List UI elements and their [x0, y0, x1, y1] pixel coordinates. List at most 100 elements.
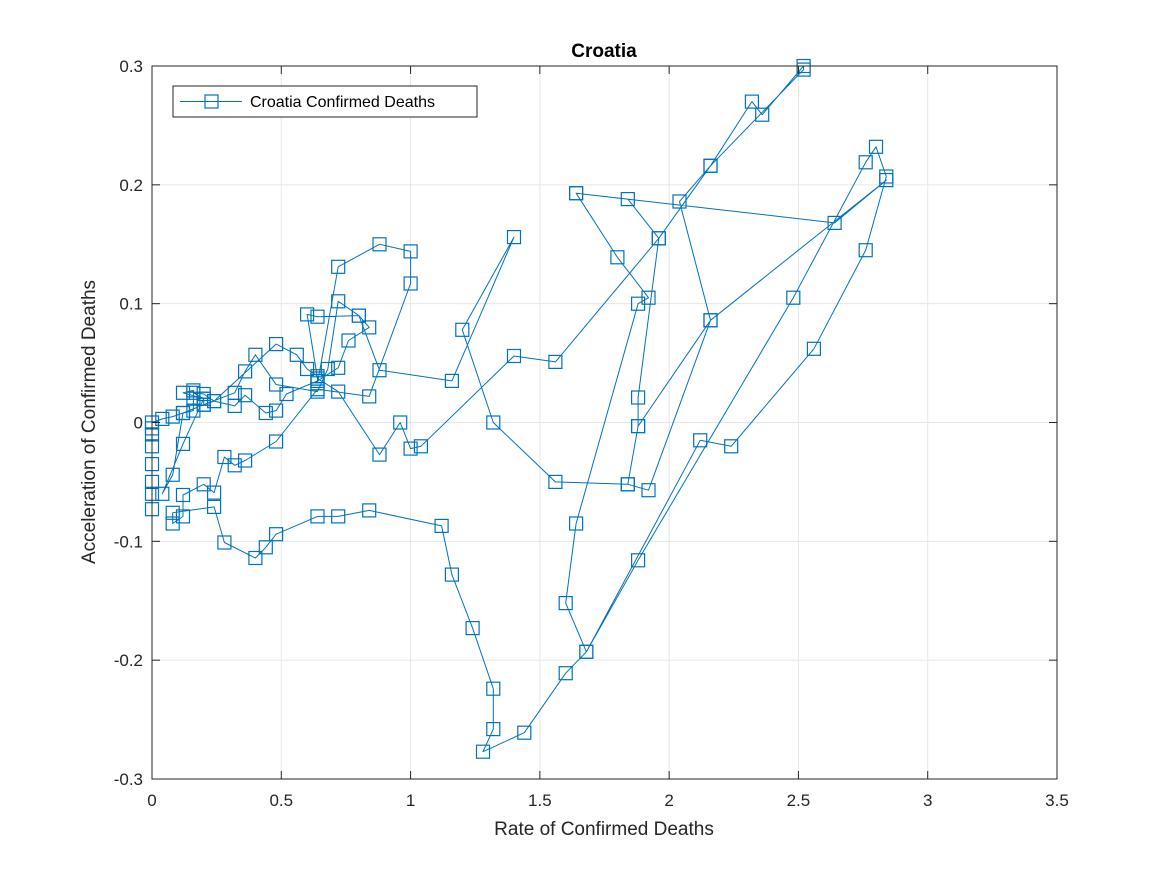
- data-point-marker: [548, 474, 563, 489]
- data-point-marker: [300, 307, 315, 322]
- data-point-marker: [207, 485, 222, 500]
- data-point-marker: [279, 386, 294, 402]
- data-point-marker: [755, 107, 770, 122]
- data-point-marker: [413, 439, 428, 454]
- data-point-marker: [269, 337, 284, 352]
- data-point-marker: [703, 313, 718, 328]
- data-point-marker: [165, 505, 180, 520]
- data-point-marker: [455, 322, 470, 337]
- data-point-marker: [331, 384, 346, 399]
- data-point-marker: [196, 386, 211, 402]
- data-point-marker: [672, 194, 687, 209]
- data-point-marker: [827, 215, 842, 230]
- data-point-marker: [362, 389, 377, 404]
- data-point-marker: [548, 354, 563, 369]
- data-point-marker: [269, 434, 284, 449]
- x-tick-label: 2: [664, 791, 673, 810]
- data-point-marker: [155, 486, 170, 501]
- data-point-marker: [403, 441, 418, 456]
- data-point-marker: [341, 333, 356, 348]
- data-point-marker: [238, 453, 253, 468]
- data-point-marker: [486, 681, 501, 696]
- legend: Croatia Confirmed Deaths: [172, 85, 478, 118]
- data-point-marker: [486, 415, 501, 430]
- data-point-marker: [165, 516, 180, 531]
- data-point-marker: [238, 388, 253, 403]
- data-point-marker: [568, 516, 584, 531]
- data-point-marker: [630, 419, 646, 434]
- data-point-marker: [620, 192, 635, 207]
- x-tick-label: 1.5: [528, 791, 552, 810]
- data-point-marker: [331, 259, 346, 274]
- data-point-marker: [641, 290, 656, 305]
- data-point-marker: [310, 509, 325, 524]
- data-point-marker: [258, 540, 273, 555]
- data-point-marker: [506, 230, 522, 245]
- x-tick-label: 0: [147, 791, 156, 810]
- y-tick-label: 0.3: [119, 57, 143, 76]
- x-tick-label: 3: [923, 791, 932, 810]
- data-point-marker: [227, 385, 242, 400]
- data-point-marker: [165, 467, 180, 482]
- data-point-marker: [331, 360, 346, 375]
- axis-ticks: [151, 65, 1058, 780]
- data-point-marker: [310, 309, 325, 324]
- data-point-marker: [165, 409, 180, 424]
- data-point-marker: [744, 94, 760, 109]
- data-point-marker: [610, 250, 625, 265]
- data-point-marker: [558, 595, 573, 611]
- data-point-marker: [186, 403, 201, 418]
- y-tick-label: -0.1: [114, 532, 143, 551]
- data-point-marker: [331, 509, 346, 524]
- data-point-marker: [703, 158, 718, 173]
- x-tick-label: 0.5: [269, 791, 293, 810]
- data-point-marker: [630, 390, 646, 405]
- data-point-marker: [175, 385, 191, 400]
- data-point-marker: [310, 382, 325, 397]
- data-point-marker: [475, 744, 491, 759]
- y-tick-label: 0.2: [119, 176, 143, 195]
- y-tick-label: 0.1: [119, 295, 143, 314]
- series-line: [151, 65, 887, 753]
- data-point-marker: [444, 567, 459, 582]
- data-point-marker: [568, 186, 584, 201]
- data-point-marker: [693, 433, 708, 448]
- data-point-marker: [372, 363, 387, 378]
- data-point-marker: [351, 308, 366, 323]
- y-tick-label: -0.3: [114, 770, 143, 789]
- data-point-marker: [217, 449, 232, 465]
- data-point-marker: [269, 527, 284, 542]
- data-point-marker: [320, 361, 335, 377]
- data-point-marker: [465, 620, 480, 636]
- x-tick-labels: 0 0.5 1 1.5 2 2.5 3 3.5: [147, 791, 1069, 810]
- data-point-marker: [175, 487, 191, 503]
- data-point-marker: [196, 477, 211, 492]
- legend-marker-square: [204, 94, 219, 109]
- data-point-marker: [506, 348, 522, 364]
- data-point-marker: [331, 294, 346, 309]
- x-tick-label: 3.5: [1045, 791, 1069, 810]
- data-point-marker: [579, 644, 594, 659]
- data-point-marker: [879, 173, 894, 188]
- data-point-marker: [858, 243, 873, 258]
- data-point-marker: [486, 721, 501, 737]
- data-point-marker: [806, 341, 822, 356]
- data-point-marker: [269, 403, 284, 418]
- data-point-marker: [641, 483, 656, 498]
- x-tick-label: 1: [406, 791, 415, 810]
- data-point-marker: [186, 385, 201, 400]
- data-point-marker: [207, 394, 222, 409]
- data-point-marker: [620, 477, 635, 492]
- data-point-marker: [630, 553, 646, 568]
- y-tick-labels: -0.3 -0.2 -0.1 0 0.1 0.2 0.3: [114, 57, 143, 789]
- data-point-marker: [868, 139, 884, 154]
- data-point-marker: [217, 535, 232, 550]
- x-axis-label: Rate of Confirmed Deaths: [494, 819, 714, 840]
- data-point-marker: [269, 377, 284, 392]
- y-tick-label: -0.2: [114, 651, 143, 670]
- y-tick-label: 0: [134, 414, 143, 433]
- data-point-marker: [796, 62, 811, 77]
- data-point-marker: [362, 320, 377, 335]
- data-point-marker: [444, 373, 459, 388]
